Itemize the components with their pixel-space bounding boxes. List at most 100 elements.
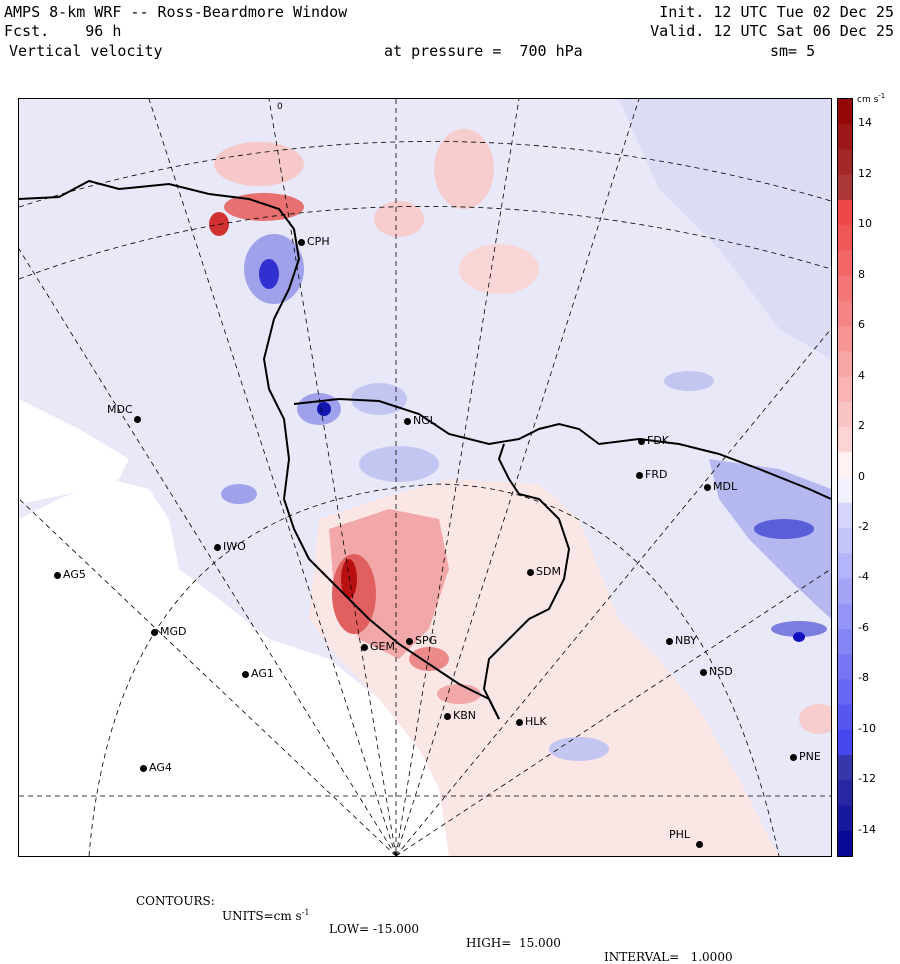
colorbar-band — [838, 603, 852, 630]
colorbar-units: cm s-1 — [857, 92, 885, 105]
positive-blob — [209, 212, 229, 236]
colorbar-svg — [838, 99, 852, 857]
colorbar-band — [838, 527, 852, 554]
map-panel: 0 CPH MDC NGL FDK FRD MDL IWO AG5 SDM MGD NBY AG1 GE… — [18, 98, 832, 857]
colorbar-band — [838, 124, 852, 150]
station-marker-cph — [298, 239, 305, 246]
graticule — [19, 99, 831, 856]
positive-blob — [799, 704, 831, 734]
colorbar-band — [838, 553, 852, 579]
station-label-ag1: AG1 — [251, 667, 274, 680]
station-label-mdc: MDC — [107, 403, 133, 416]
field-name: Vertical velocity — [9, 42, 163, 60]
station-marker-sdm — [527, 569, 534, 576]
positive-blob — [459, 244, 539, 294]
colorbar-band — [838, 351, 852, 378]
colorbar-band — [838, 401, 852, 428]
colorbar-band — [838, 275, 852, 302]
station-marker-fdk — [638, 438, 645, 445]
colorbar-tick-label: 12 — [858, 166, 872, 180]
station-label-nsd: NSD — [709, 665, 733, 678]
station-label-iwo: IWO — [223, 540, 246, 553]
init-time: Init. 12 UTC Tue 02 Dec 25 — [659, 3, 894, 21]
station-marker-iwo — [214, 544, 221, 551]
positive-blob — [214, 142, 304, 186]
colorbar-band — [838, 300, 852, 327]
colorbar-band — [838, 729, 852, 756]
colorbar-band — [838, 250, 852, 277]
colorbar-band — [838, 805, 852, 832]
station-label-nby: NBY — [675, 634, 697, 647]
colorbar-tick-label: 4 — [858, 368, 865, 382]
colorbar-tick-label: -4 — [858, 570, 869, 584]
station-marker-ag4 — [140, 765, 147, 772]
negative-blob — [259, 259, 279, 289]
negative-blob — [221, 484, 257, 504]
light-blue-region — [619, 99, 831, 359]
station-marker-pne — [790, 754, 797, 761]
station-marker-mgd — [151, 629, 158, 636]
footer-contours-label: CONTOURS: — [136, 894, 215, 908]
map-title: AMPS 8-km WRF -- Ross-Beardmore Window — [4, 3, 348, 21]
colorbar-tick-label: -2 — [858, 519, 869, 533]
colorbar-band — [838, 477, 852, 504]
colorbar-band — [838, 174, 852, 201]
colorbar-band — [838, 427, 852, 453]
station-label-cph: CPH — [307, 235, 330, 248]
station-label-ag4: AG4 — [149, 761, 172, 774]
colorbar-tick-label: -8 — [858, 671, 869, 685]
coastline — [19, 179, 831, 720]
positive-blob — [409, 647, 449, 671]
footer-units: UNITS=cm s-1 — [222, 908, 310, 923]
station-marker-nsd — [700, 669, 707, 676]
colorbar-tick-label: 0 — [858, 469, 865, 483]
station-marker-ngl — [404, 418, 411, 425]
station-marker-hlk — [516, 719, 523, 726]
colorbar-band — [838, 679, 852, 706]
station-marker-nby — [666, 638, 673, 645]
pressure-level: at pressure = 700 hPa — [384, 42, 583, 60]
plateau-white — [19, 479, 449, 856]
station-label-fdk: FDK — [647, 434, 670, 447]
colorbar-band — [838, 199, 852, 226]
positive-blob — [374, 201, 424, 237]
contour-footer: CONTOURS: UNITS=cm s-1 LOW= -15.000 HIGH… — [0, 880, 900, 964]
station-label-ag5: AG5 — [63, 568, 86, 581]
negative-blob — [317, 402, 331, 416]
colorbar-band — [838, 376, 852, 403]
colorbar-tick-label: 2 — [858, 419, 865, 433]
station-marker-ag1 — [242, 671, 249, 678]
station-label-sdm: SDM — [536, 565, 561, 578]
station-label-kbn: KBN — [453, 709, 476, 722]
colorbar-band — [838, 628, 852, 655]
station-marker-frd — [636, 472, 643, 479]
colorbar-band — [838, 780, 852, 807]
station-marker-ag5 — [54, 572, 61, 579]
station-marker-mdl — [704, 484, 711, 491]
station-label-ngl: NGL — [413, 414, 436, 427]
station-label-phl: PHL — [669, 828, 691, 841]
negative-blob — [664, 371, 714, 391]
station-label-mdl: MDL — [713, 480, 738, 493]
station-label-gem: GEM — [370, 640, 395, 653]
positive-blob — [437, 684, 481, 704]
map-svg: 0 — [19, 99, 831, 856]
colorbar-tick-label: -12 — [858, 772, 876, 786]
station-label-mgd: MGD — [160, 625, 187, 638]
station-marker-mdc — [134, 416, 141, 423]
negative-blob — [793, 632, 805, 642]
colorbar-tick-label: -14 — [858, 822, 876, 836]
colorbar-band — [838, 225, 852, 251]
negative-blob — [549, 737, 609, 761]
colorbar-tick-label: 10 — [858, 217, 872, 231]
negative-blob — [754, 519, 814, 539]
footer-units-exp: -1 — [301, 908, 310, 917]
negative-blob — [709, 459, 831, 619]
positive-blob — [434, 129, 494, 209]
station-label-spg: SPG — [415, 634, 438, 647]
longitude-label: 0 — [277, 102, 283, 112]
footer-high: HIGH= 15.000 — [466, 936, 561, 950]
colorbar-units-exp: -1 — [878, 92, 886, 100]
colorbar-band — [838, 654, 852, 680]
negative-blob — [359, 446, 439, 482]
